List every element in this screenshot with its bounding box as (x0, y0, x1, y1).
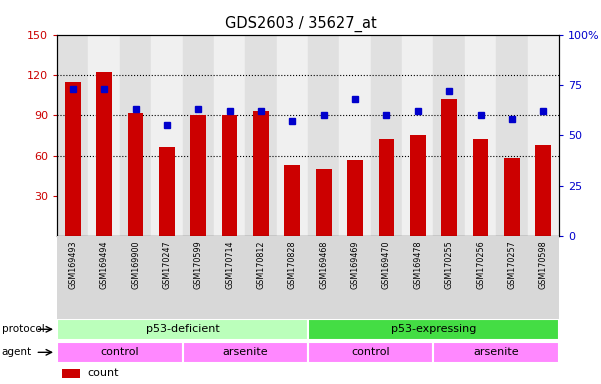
Bar (120, 35, 151, 236)
Text: control: control (100, 347, 139, 358)
Bar (528, 35, 559, 236)
Bar (245, 35, 276, 236)
Bar (379, 139, 394, 236)
Bar (222, 115, 237, 236)
Text: GSM170255: GSM170255 (445, 240, 454, 289)
Bar (57, 342, 183, 363)
Text: control: control (352, 347, 390, 358)
Bar (433, 342, 559, 363)
Bar (96, 72, 112, 236)
Text: GSM169469: GSM169469 (350, 240, 359, 289)
Bar (284, 165, 300, 236)
Bar (191, 115, 206, 236)
Text: GSM170247: GSM170247 (162, 240, 171, 289)
Bar (535, 145, 551, 236)
Text: GSM169493: GSM169493 (69, 240, 78, 289)
Bar (183, 35, 214, 236)
Bar (308, 342, 433, 363)
Text: GSM170598: GSM170598 (538, 240, 548, 289)
Bar (371, 35, 402, 236)
Text: agent: agent (2, 347, 32, 358)
Bar (276, 35, 308, 236)
Bar (308, 319, 559, 340)
Text: GSM170714: GSM170714 (225, 240, 234, 289)
Bar (347, 160, 363, 236)
Text: GDS2603 / 35627_at: GDS2603 / 35627_at (225, 15, 376, 31)
Bar (340, 35, 371, 236)
Bar (151, 35, 183, 236)
Bar (183, 342, 308, 363)
Text: arsenite: arsenite (222, 347, 268, 358)
Text: count: count (87, 368, 119, 379)
Text: GSM170828: GSM170828 (288, 240, 297, 289)
Text: GSM170257: GSM170257 (507, 240, 516, 289)
Text: GSM170599: GSM170599 (194, 240, 203, 289)
Bar (214, 35, 245, 236)
Bar (88, 35, 120, 236)
Bar (465, 35, 496, 236)
Text: GSM169900: GSM169900 (131, 240, 140, 289)
Text: GSM169468: GSM169468 (319, 240, 328, 289)
Text: p53-expressing: p53-expressing (391, 324, 476, 334)
Bar (316, 169, 332, 236)
Bar (62, 369, 80, 378)
Bar (57, 35, 88, 236)
Bar (433, 35, 465, 236)
Text: protocol: protocol (2, 324, 44, 334)
Bar (496, 35, 528, 236)
Bar (253, 111, 269, 236)
Bar (410, 136, 426, 236)
Text: GSM170256: GSM170256 (476, 240, 485, 289)
Text: GSM169494: GSM169494 (100, 240, 109, 289)
Text: GSM170812: GSM170812 (257, 240, 266, 289)
Text: GSM169470: GSM169470 (382, 240, 391, 289)
Bar (504, 158, 520, 236)
Bar (57, 319, 308, 340)
Bar (159, 147, 175, 236)
Text: GSM169478: GSM169478 (413, 240, 423, 289)
Bar (127, 113, 144, 236)
Bar (65, 82, 81, 236)
Text: p53-deficient: p53-deficient (145, 324, 219, 334)
Bar (472, 139, 489, 236)
Bar (308, 35, 340, 236)
Bar (402, 35, 433, 236)
Bar (441, 99, 457, 236)
Text: arsenite: arsenite (474, 347, 519, 358)
